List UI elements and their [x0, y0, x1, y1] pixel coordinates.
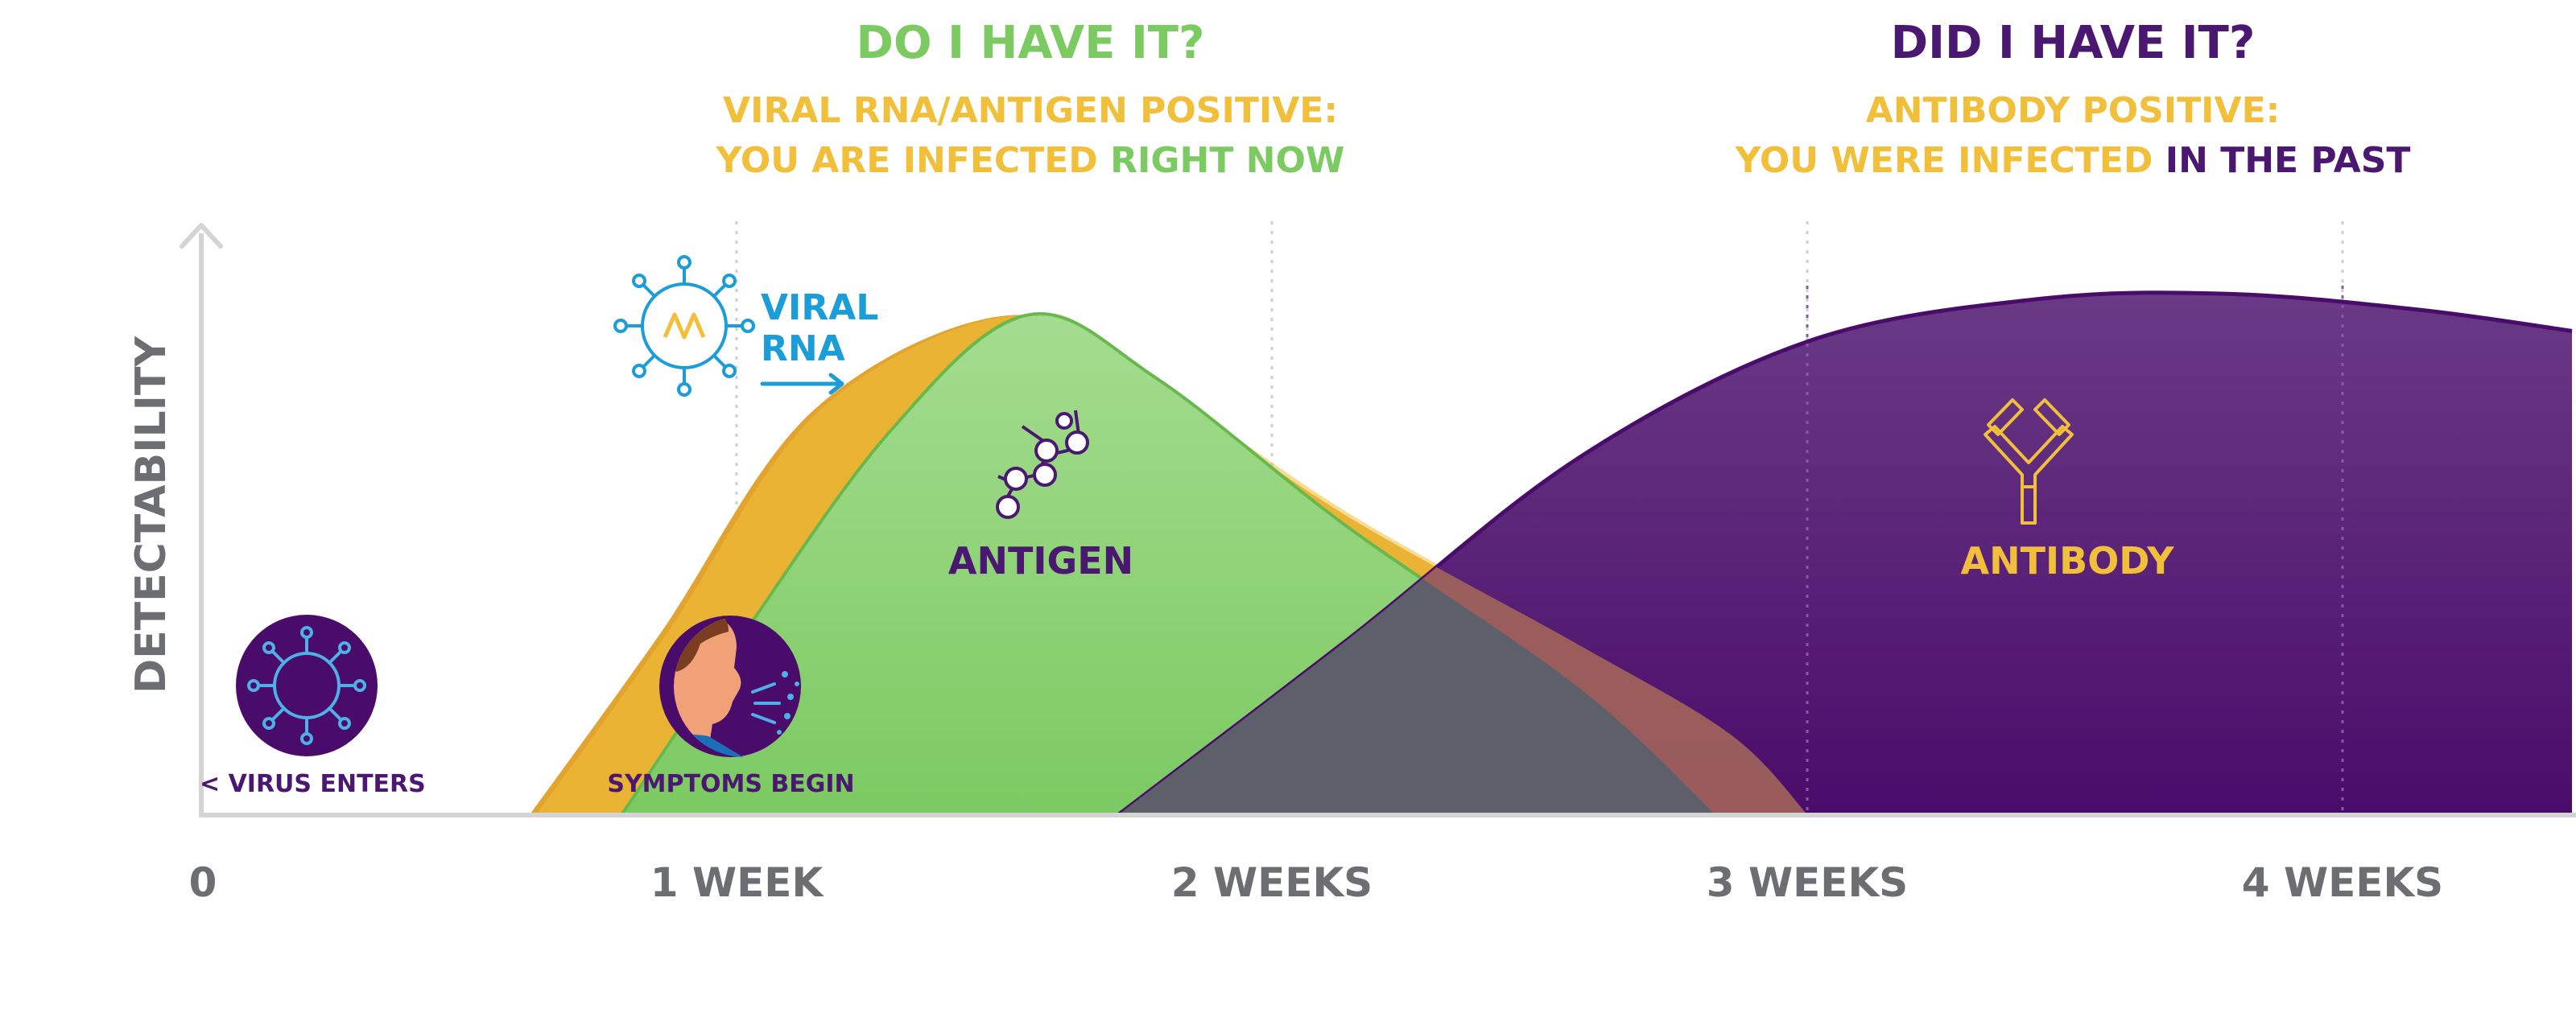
- virus-enters-label: < VIRUS ENTERS: [200, 770, 426, 798]
- x-tick-label-0: 0: [189, 859, 217, 906]
- right-header-sub1: ANTIBODY POSITIVE:: [1866, 90, 2281, 131]
- antibody-outline: [1117, 290, 2573, 816]
- right-header-title: DID I HAVE IT?: [1891, 17, 2256, 69]
- y-axis-arrow-icon: [180, 223, 223, 249]
- viral-rna-label-line2: RNA: [761, 328, 845, 369]
- x-tick-label-2: 2 WEEKS: [1171, 859, 1373, 906]
- x-tick-label-3: 3 WEEKS: [1707, 859, 1908, 906]
- symptoms-begin-label: SYMPTOMS BEGIN: [607, 770, 854, 798]
- virus-enters-marker: < VIRUS ENTERS: [200, 615, 426, 798]
- left-header-sub1: VIRAL RNA/ANTIGEN POSITIVE:: [723, 90, 1338, 131]
- x-tick-label-4: 4 WEEKS: [2242, 859, 2443, 906]
- viral-rna-annotation: VIRAL RNA: [613, 255, 878, 397]
- symptoms-begin-marker: SYMPTOMS BEGIN: [607, 616, 855, 798]
- left-header-sub2-a: YOU ARE INFECTED: [716, 140, 1098, 181]
- virus-icon: [247, 626, 366, 745]
- left-header-sub2-b: RIGHT NOW: [1110, 140, 1344, 181]
- antibody-label: ANTIBODY: [1961, 539, 2175, 583]
- antibody-y-icon: [1984, 398, 2074, 525]
- antibody-annotation: ANTIBODY: [1961, 398, 2175, 583]
- y-axis-label: DETECTABILITY: [127, 336, 175, 694]
- left-header-sub2: YOU ARE INFECTED RIGHT NOW: [716, 140, 1345, 181]
- arrow-right-icon: [760, 373, 844, 395]
- antigen-molecule-icon: [996, 410, 1089, 519]
- x-tick-label-1: 1 WEEK: [650, 859, 825, 906]
- left-header: DO I HAVE IT? VIRAL RNA/ANTIGEN POSITIVE…: [716, 17, 1345, 181]
- right-header-sub2: YOU WERE INFECTED IN THE PAST: [1735, 140, 2411, 181]
- viral-rna-label-line1: VIRAL: [761, 287, 878, 328]
- x-tick-labels: 0 1 WEEK 2 WEEKS 3 WEEKS 4 WEEKS: [189, 859, 2444, 906]
- left-header-title: DO I HAVE IT?: [857, 17, 1205, 69]
- right-header: DID I HAVE IT? ANTIBODY POSITIVE: YOU WE…: [1735, 17, 2411, 181]
- right-header-sub2-a: YOU WERE INFECTED: [1735, 140, 2153, 181]
- virus-rna-icon: [613, 255, 755, 397]
- series-areas: [530, 286, 2573, 816]
- antigen-label: ANTIGEN: [948, 539, 1133, 583]
- axes: DETECTABILITY: [127, 223, 2576, 817]
- antigen-annotation: ANTIGEN: [948, 410, 1133, 583]
- right-header-sub2-b: IN THE PAST: [2165, 140, 2411, 181]
